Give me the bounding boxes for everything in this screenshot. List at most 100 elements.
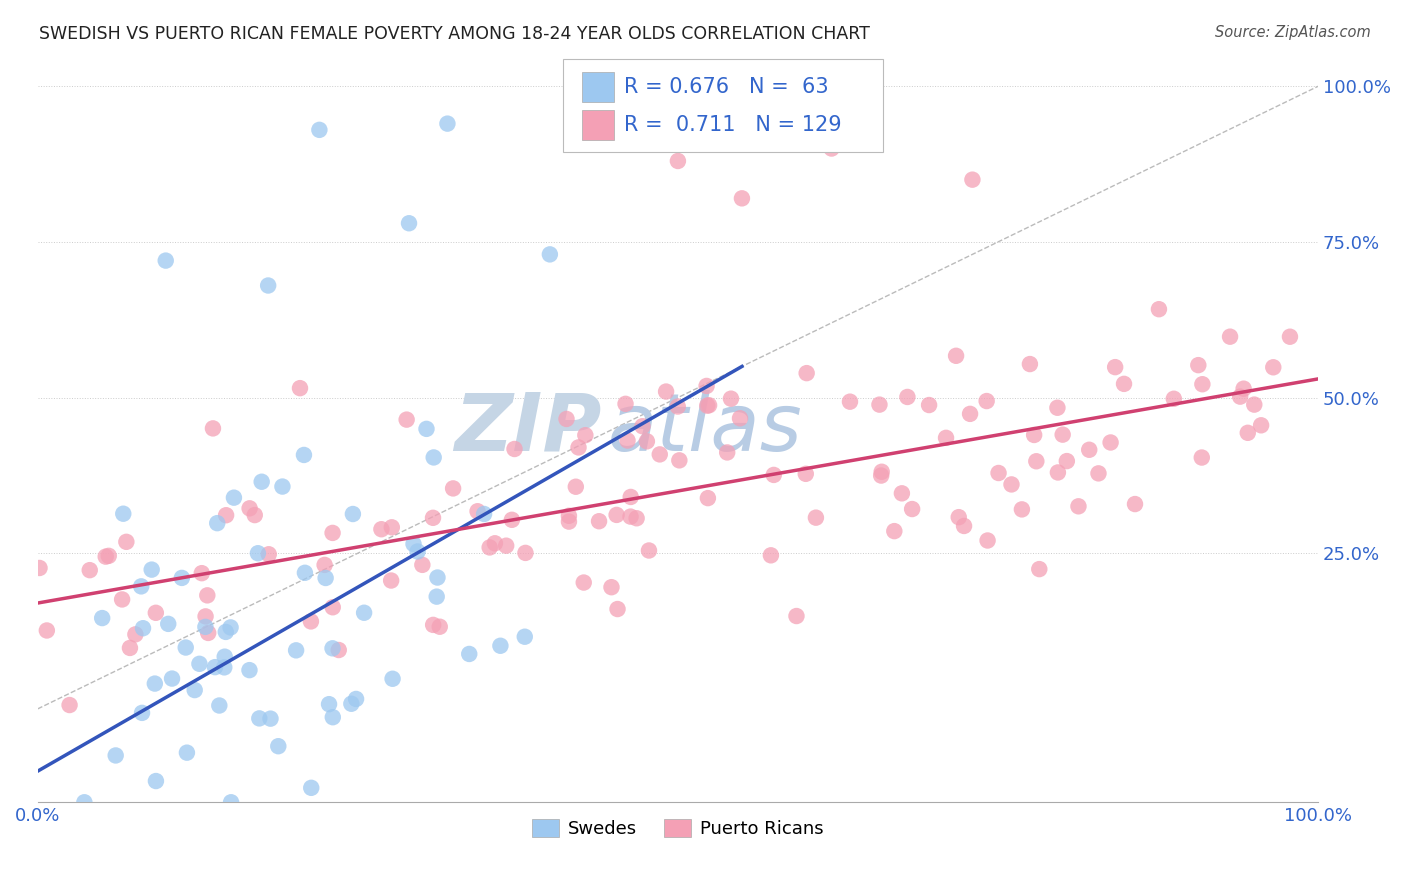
Point: [804, 510, 827, 524]
Point: [1191, 450, 1213, 465]
Point: [91, 611, 114, 625]
Point: [285, 643, 308, 657]
Point: [250, 475, 273, 489]
Point: [97, 549, 120, 563]
Point: [380, 574, 402, 588]
Text: atlas: atlas: [607, 390, 803, 467]
Point: [1236, 425, 1258, 440]
Point: [292, 448, 315, 462]
Point: [143, 676, 166, 690]
Point: [145, 606, 167, 620]
Point: [515, 546, 537, 560]
Point: [565, 480, 588, 494]
Point: [129, 579, 152, 593]
Point: [160, 672, 183, 686]
Point: [655, 384, 678, 399]
Point: [340, 697, 363, 711]
Point: [696, 399, 718, 413]
Point: [145, 774, 167, 789]
Point: [555, 412, 578, 426]
Point: [194, 609, 217, 624]
Point: [1067, 500, 1090, 514]
Point: [246, 546, 269, 560]
Point: [191, 566, 214, 581]
Point: [73, 795, 96, 809]
Point: [411, 558, 433, 572]
Point: [422, 618, 444, 632]
Point: [697, 398, 720, 412]
Point: [381, 672, 404, 686]
Point: [953, 519, 976, 533]
Point: [567, 441, 589, 455]
Legend: Swedes, Puerto Ricans: Swedes, Puerto Ricans: [524, 812, 831, 846]
Point: [1163, 392, 1185, 406]
Point: [342, 507, 364, 521]
Point: [257, 278, 280, 293]
Point: [1028, 562, 1050, 576]
Point: [247, 711, 270, 725]
Point: [215, 508, 238, 523]
Point: [935, 431, 957, 445]
Point: [472, 507, 495, 521]
Point: [1191, 377, 1213, 392]
Point: [870, 468, 893, 483]
Point: [299, 780, 322, 795]
Point: [820, 142, 842, 156]
Point: [1278, 329, 1301, 343]
Point: [28, 561, 51, 575]
Point: [429, 620, 451, 634]
Point: [141, 563, 163, 577]
Point: [215, 624, 238, 639]
Point: [839, 394, 862, 409]
Point: [157, 616, 180, 631]
Point: [35, 624, 58, 638]
Point: [620, 490, 643, 504]
Point: [883, 524, 905, 538]
Point: [890, 486, 912, 500]
Point: [219, 620, 242, 634]
Text: R = 0.676   N =  63: R = 0.676 N = 63: [624, 78, 828, 97]
Point: [588, 514, 610, 528]
Point: [118, 640, 141, 655]
Point: [1233, 382, 1256, 396]
Point: [370, 522, 392, 536]
Point: [294, 566, 316, 580]
Point: [796, 366, 818, 380]
Point: [195, 588, 218, 602]
Point: [170, 571, 193, 585]
Point: [132, 621, 155, 635]
Point: [214, 649, 236, 664]
Point: [415, 422, 437, 436]
Point: [1011, 502, 1033, 516]
Point: [716, 445, 738, 459]
Point: [648, 447, 671, 461]
Point: [572, 575, 595, 590]
Point: [513, 630, 536, 644]
Point: [558, 515, 581, 529]
Point: [381, 520, 404, 534]
Point: [94, 549, 117, 564]
Point: [666, 400, 689, 414]
Point: [111, 592, 134, 607]
FancyBboxPatch shape: [582, 110, 614, 139]
Point: [503, 442, 526, 456]
Point: [1000, 477, 1022, 491]
Point: [1024, 428, 1046, 442]
Point: [668, 453, 690, 467]
Point: [478, 541, 501, 555]
Point: [1112, 376, 1135, 391]
Point: [1052, 427, 1074, 442]
Point: [271, 479, 294, 493]
Point: [322, 525, 344, 540]
Point: [353, 606, 375, 620]
Point: [1123, 497, 1146, 511]
Point: [606, 602, 628, 616]
Point: [344, 692, 367, 706]
Point: [1263, 360, 1285, 375]
Point: [495, 539, 517, 553]
Point: [962, 172, 984, 186]
Point: [619, 509, 641, 524]
FancyBboxPatch shape: [582, 72, 614, 103]
Point: [131, 706, 153, 720]
Point: [257, 547, 280, 561]
